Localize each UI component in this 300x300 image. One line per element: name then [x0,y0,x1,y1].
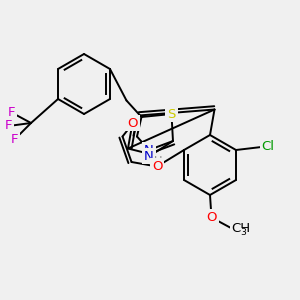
Text: Cl: Cl [262,140,275,154]
Text: O: O [127,116,138,130]
Text: F: F [8,106,15,119]
Text: F: F [11,133,18,146]
Text: O: O [206,211,217,224]
Text: S: S [167,107,176,121]
Text: N: N [144,143,154,157]
Text: N: N [144,149,154,163]
Text: F: F [5,119,12,133]
Text: O: O [152,160,162,173]
Text: H: H [154,156,162,166]
Text: 3: 3 [241,228,247,237]
Text: CH: CH [231,221,250,235]
